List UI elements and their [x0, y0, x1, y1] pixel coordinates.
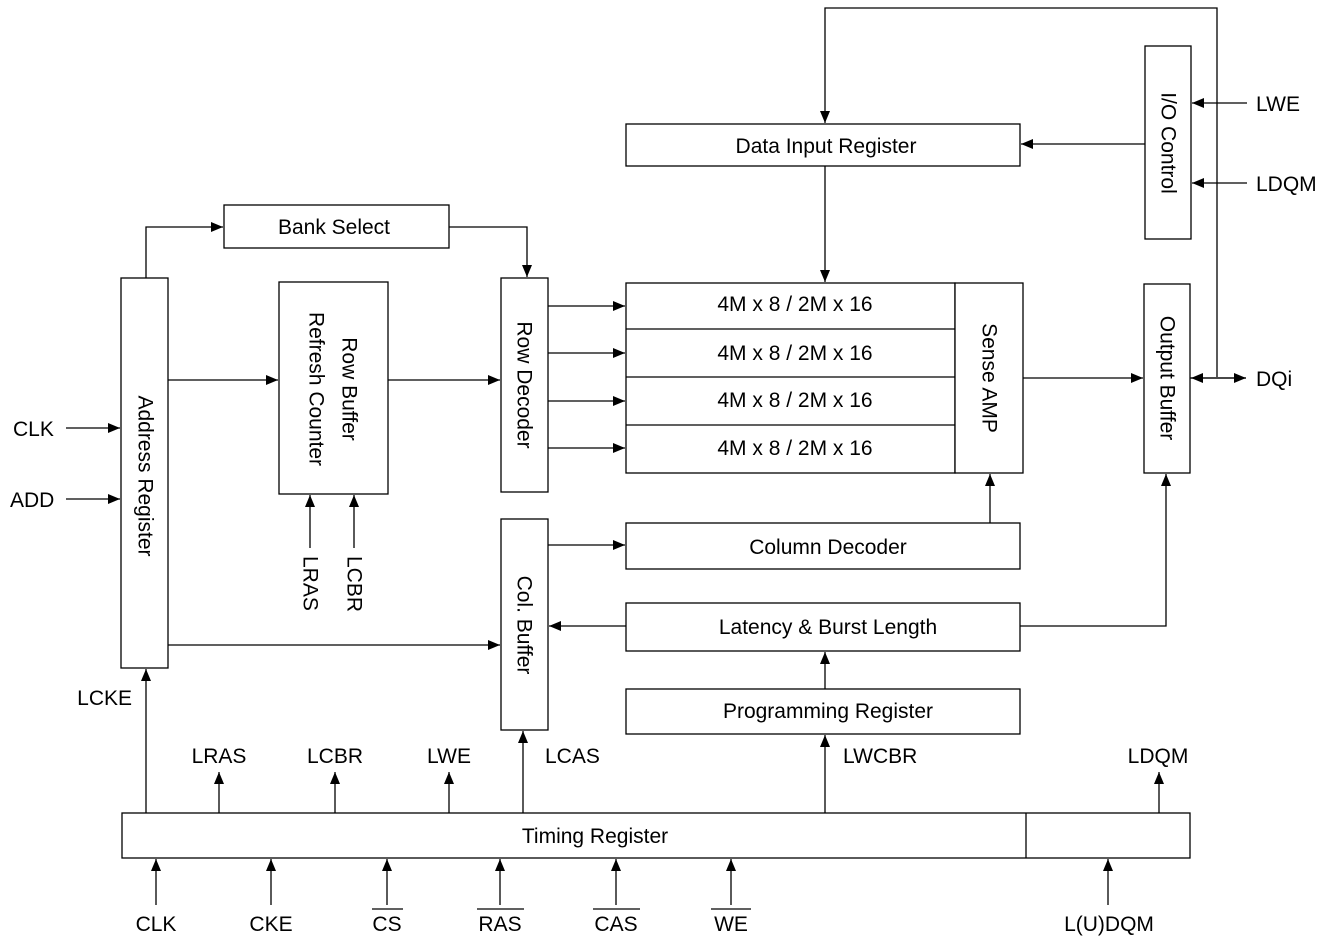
io-control: I/O Control: [1144, 45, 1192, 240]
column-decoder: Column Decoder: [625, 522, 1021, 570]
signal-lwe: LWE: [427, 745, 471, 768]
signal-lras-row: LRAS: [299, 556, 322, 611]
signal-dqi: DQi: [1256, 368, 1292, 391]
programming-register-label: Programming Register: [723, 700, 933, 723]
column-decoder-label: Column Decoder: [749, 536, 907, 559]
output-buffer: Output Buffer: [1143, 283, 1191, 474]
input-cas: CAS: [594, 913, 637, 936]
signal-labels: LWE LDQM DQi CLK ADD LRAS LCBR LCKE LRAS…: [10, 93, 1317, 768]
refresh-counter-label: Refresh Counter: [305, 312, 328, 466]
signal-add: ADD: [10, 489, 54, 512]
row-decoder-label: Row Decoder: [513, 321, 536, 448]
memory-bank-2: 4M x 8 / 2M x 16: [717, 342, 872, 365]
input-ras: RAS: [478, 913, 521, 936]
latency-burst-length: Latency & Burst Length: [625, 602, 1021, 652]
signal-ldqm-io: LDQM: [1256, 173, 1317, 196]
input-cke: CKE: [249, 913, 292, 936]
bank-select: Bank Select: [223, 204, 450, 249]
connections: [66, 7, 1247, 905]
memory-bank-4: 4M x 8 / 2M x 16: [717, 437, 872, 460]
input-we: WE: [714, 913, 748, 936]
latency-burst-label: Latency & Burst Length: [719, 616, 937, 639]
sense-amp: Sense AMP: [954, 282, 1024, 474]
col-buffer: Col. Buffer: [500, 518, 549, 731]
col-buffer-label: Col. Buffer: [513, 576, 536, 675]
bank-select-label: Bank Select: [278, 216, 390, 239]
signal-lwe-io: LWE: [1256, 93, 1300, 116]
input-pins: CLK CKE CS RAS CAS WE L(U)DQM: [136, 908, 1154, 936]
input-ludqm: L(U)DQM: [1064, 913, 1154, 936]
timing-register-label: Timing Register: [522, 825, 668, 848]
memory-bank-1: 4M x 8 / 2M x 16: [717, 293, 872, 316]
programming-register: Programming Register: [625, 688, 1021, 735]
data-input-register: Data Input Register: [625, 123, 1021, 167]
signal-lcke: LCKE: [77, 687, 132, 710]
row-buffer-refresh-counter: Row Buffer Refresh Counter: [278, 281, 389, 495]
row-decoder: Row Decoder: [500, 277, 549, 493]
output-buffer-label: Output Buffer: [1156, 316, 1179, 441]
timing-register: Timing Register: [121, 812, 1191, 859]
io-control-label: I/O Control: [1157, 92, 1180, 194]
signal-ldqm: LDQM: [1128, 745, 1189, 768]
memory-bank-3: 4M x 8 / 2M x 16: [717, 389, 872, 412]
memory-array: 4M x 8 / 2M x 16 4M x 8 / 2M x 16 4M x 8…: [625, 282, 956, 474]
row-buffer-label: Row Buffer: [338, 337, 361, 441]
data-input-register-label: Data Input Register: [736, 135, 917, 158]
signal-lwcbr: LWCBR: [843, 745, 917, 768]
input-clk: CLK: [136, 913, 177, 936]
signal-lcbr-row: LCBR: [343, 556, 366, 612]
signal-lcas: LCAS: [545, 745, 600, 768]
input-cs: CS: [372, 913, 401, 936]
sense-amp-label: Sense AMP: [978, 323, 1001, 433]
signal-clk-left: CLK: [13, 418, 54, 441]
signal-lcbr: LCBR: [307, 745, 363, 768]
address-register-label: Address Register: [134, 395, 157, 556]
signal-lras: LRAS: [192, 745, 247, 768]
address-register: Address Register: [120, 277, 169, 669]
